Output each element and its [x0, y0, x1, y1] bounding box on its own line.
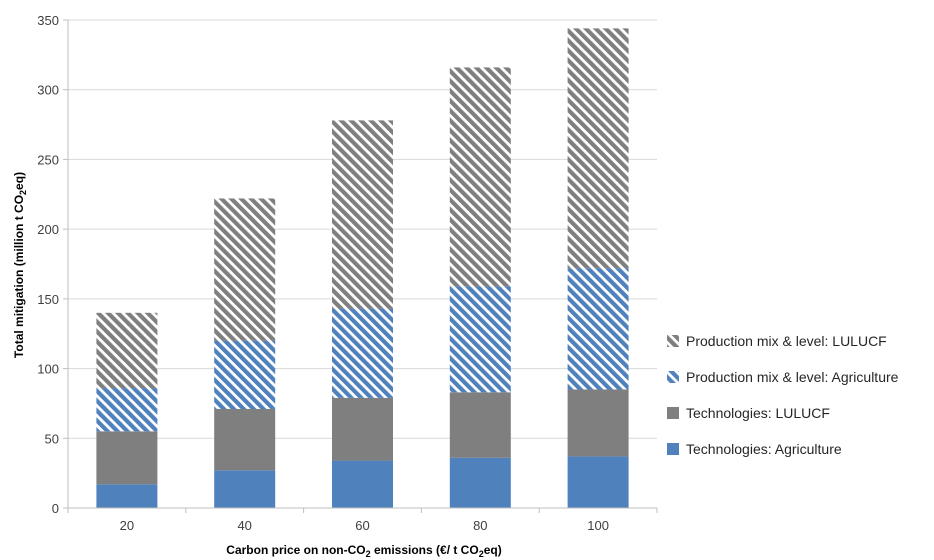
- legend-swatch: [667, 371, 679, 383]
- y-tick-label: 250: [37, 152, 59, 167]
- bar-segment: [332, 120, 393, 309]
- y-tick-label: 100: [37, 362, 59, 377]
- bar-segment: [567, 456, 629, 508]
- y-tick-labels: 0 50 100 150 200 250 300 350: [37, 13, 59, 516]
- bar-segment: [567, 389, 629, 457]
- bar-segment: [332, 308, 393, 398]
- bar-segment: [567, 28, 629, 269]
- legend-label: Technologies: LULUCF: [686, 405, 830, 421]
- bar-segment: [96, 484, 158, 508]
- bar-segment: [449, 286, 511, 393]
- x-tick-label: 100: [587, 518, 609, 533]
- x-tick-label: 40: [237, 518, 251, 533]
- legend-label: Production mix & level: LULUCF: [686, 333, 887, 349]
- x-axis-title: Carbon price on non-CO2 emissions (€/ t …: [226, 543, 501, 559]
- bar-segment: [96, 431, 158, 485]
- x-tick-label: 60: [355, 518, 369, 533]
- bars: [96, 28, 629, 508]
- y-tick-label: 300: [37, 83, 59, 98]
- x-tick-label: 20: [120, 518, 134, 533]
- y-tick-label: 350: [37, 13, 59, 28]
- bar-segment: [214, 198, 276, 341]
- legend-swatch: [667, 443, 679, 455]
- x-tick-labels: 20 40 60 80 100: [120, 518, 609, 533]
- y-tick-label: 150: [37, 292, 59, 307]
- legend: Production mix & level: LULUCF Production…: [667, 333, 899, 457]
- bar-segment: [332, 397, 393, 461]
- y-tick-label: 50: [45, 431, 59, 446]
- bar-segment: [332, 460, 393, 508]
- bar-segment: [449, 67, 511, 287]
- y-tick-label: 0: [52, 501, 59, 516]
- bar-segment: [567, 268, 629, 390]
- bar-segment: [449, 392, 511, 458]
- bar-segment: [214, 470, 276, 508]
- y-axis-title: Total mitigation (million t CO2eq): [12, 172, 28, 358]
- bar-segment: [214, 409, 276, 471]
- bar-segment: [214, 340, 276, 410]
- axes: [63, 19, 658, 513]
- bar-segment: [449, 457, 511, 508]
- legend-swatch: [667, 335, 679, 347]
- bar-segment: [96, 312, 158, 389]
- bar-segment: [96, 388, 158, 432]
- legend-label: Production mix & level: Agriculture: [686, 369, 899, 385]
- legend-label: Technologies: Agriculture: [686, 441, 842, 457]
- x-tick-label: 80: [473, 518, 487, 533]
- y-tick-label: 200: [37, 222, 59, 237]
- legend-swatch: [667, 407, 679, 419]
